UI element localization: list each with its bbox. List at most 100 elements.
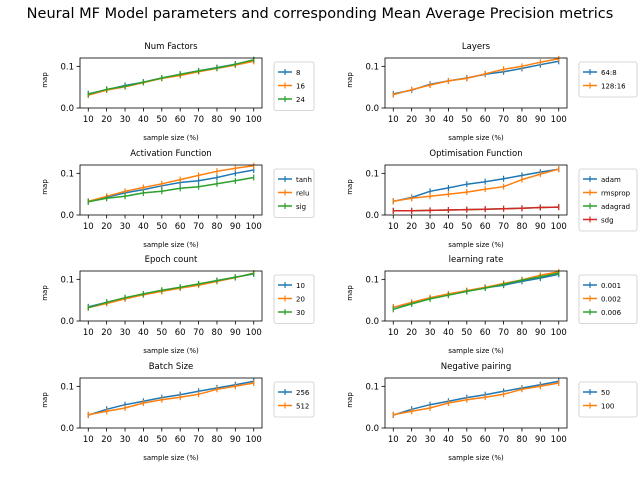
x-tick-label: 30	[425, 328, 436, 338]
x-tick-label: 20	[406, 435, 417, 445]
x-tick-label: 20	[101, 222, 112, 232]
subplot-title: Negative pairing	[441, 362, 511, 372]
axes-frame	[384, 164, 568, 216]
x-tick-label: 50	[461, 435, 472, 445]
x-tick-label: 30	[425, 222, 436, 232]
y-tick-label: 0.0	[365, 317, 379, 327]
legend-box	[578, 381, 638, 418]
series-line-rmsprop	[393, 168, 559, 203]
series-line-30	[88, 272, 254, 309]
x-tick-label: 80	[212, 435, 223, 445]
x-tick-label: 20	[406, 222, 417, 232]
series-line-100	[393, 382, 559, 416]
y-tick-label: 0.1	[365, 382, 379, 392]
x-tick-label: 30	[120, 328, 131, 338]
legend-label: 0.002	[601, 296, 621, 304]
x-tick-label: 70	[498, 435, 509, 445]
x-tick-label: 30	[120, 435, 131, 445]
x-tick-label: 60	[175, 328, 186, 338]
x-tick-label: 30	[425, 435, 436, 445]
x-tick-label: 80	[517, 222, 528, 232]
axes-frame	[384, 270, 568, 322]
x-tick-label: 80	[517, 435, 528, 445]
legend-label: tanh	[296, 176, 312, 184]
y-tick-label: 0.1	[60, 382, 74, 392]
x-tick-label: 10	[83, 328, 94, 338]
y-tick-label: 0.0	[60, 104, 74, 114]
subplot-4: Optimisation Function 10 20 30 40 50 60 70 80 90 1…	[346, 149, 638, 249]
x-tick-label: 70	[498, 115, 509, 125]
legend-label: adagrad	[601, 203, 630, 211]
y-axis-label: map	[41, 179, 49, 195]
x-tick-label: 50	[461, 222, 472, 232]
y-axis-label: map	[41, 285, 49, 301]
y-axis-label: map	[346, 179, 354, 195]
legend-label: 0.006	[601, 309, 622, 317]
x-tick-label: 40	[443, 435, 454, 445]
series-line-64:8	[393, 60, 559, 95]
x-tick-label: 20	[101, 328, 112, 338]
x-tick-label: 60	[480, 435, 491, 445]
x-tick-label: 40	[443, 328, 454, 338]
legend-label: 8	[296, 69, 300, 77]
y-tick-label: 0.0	[365, 211, 379, 221]
axes-frame	[384, 57, 568, 109]
x-tick-label: 90	[535, 115, 546, 125]
subplot-6: learning rate 10 20 30 40 50 60 70 80 90 100 0.0 0.1…	[346, 255, 638, 355]
legend-label: 30	[296, 309, 305, 317]
x-axis-label: sample size (%)	[143, 134, 199, 142]
subplot-title: Batch Size	[149, 362, 194, 372]
legend-label: sig	[296, 203, 306, 211]
series-line-0.002	[393, 271, 559, 309]
legend-label: adam	[601, 176, 621, 184]
subplot-title: Layers	[462, 42, 491, 52]
y-tick-label: 0.1	[60, 169, 74, 179]
x-tick-label: 40	[443, 222, 454, 232]
x-tick-label: 80	[212, 222, 223, 232]
y-axis-label: map	[346, 72, 354, 88]
series-line-128:16	[393, 58, 559, 96]
figure-title: Neural MF Model parameters and correspon…	[0, 6, 640, 22]
y-axis-label: map	[346, 392, 354, 408]
x-tick-label: 40	[138, 328, 149, 338]
series-line-relu	[88, 165, 254, 203]
legend-label: 0.001	[601, 282, 621, 290]
legend-label: 512	[296, 403, 309, 411]
x-tick-label: 10	[388, 115, 399, 125]
x-tick-label: 70	[193, 435, 204, 445]
series-line-sdg	[393, 206, 559, 212]
subplot-title: learning rate	[449, 255, 504, 265]
x-tick-label: 90	[230, 328, 241, 338]
x-tick-label: 70	[498, 222, 509, 232]
series-line-16	[88, 60, 254, 96]
y-tick-label: 0.1	[365, 169, 379, 179]
y-tick-label: 0.0	[365, 424, 379, 434]
x-tick-label: 10	[83, 435, 94, 445]
subplot-8: Negative pairing 10 20 30 40 50 60 70 80 90 100 0.0…	[346, 362, 638, 462]
x-axis-label: sample size (%)	[143, 241, 199, 249]
x-axis-label: sample size (%)	[448, 134, 504, 142]
legend-label: relu	[296, 190, 309, 198]
x-axis-label: sample size (%)	[448, 347, 504, 355]
legend-label: 20	[296, 296, 305, 304]
legend-box	[273, 381, 315, 418]
legend-label: 24	[296, 96, 305, 104]
x-tick-label: 100	[551, 115, 567, 125]
series-line-0.006	[393, 272, 559, 311]
x-tick-label: 20	[406, 115, 417, 125]
x-tick-label: 100	[551, 435, 567, 445]
x-tick-label: 50	[156, 222, 167, 232]
y-axis-label: map	[41, 392, 49, 408]
x-tick-label: 90	[230, 222, 241, 232]
x-tick-label: 80	[517, 115, 528, 125]
subplot-1: Num Factors 10 20 30 40 50 60 70 80 90 100 0.0 0.1 sa…	[41, 42, 315, 142]
x-tick-label: 40	[138, 222, 149, 232]
x-tick-label: 60	[175, 222, 186, 232]
series-line-sig	[88, 176, 254, 203]
x-tick-label: 60	[175, 435, 186, 445]
subplot-title: Activation Function	[130, 149, 211, 159]
legend-box	[578, 168, 638, 232]
legend-label: 100	[601, 403, 614, 411]
axes-frame	[79, 57, 263, 109]
